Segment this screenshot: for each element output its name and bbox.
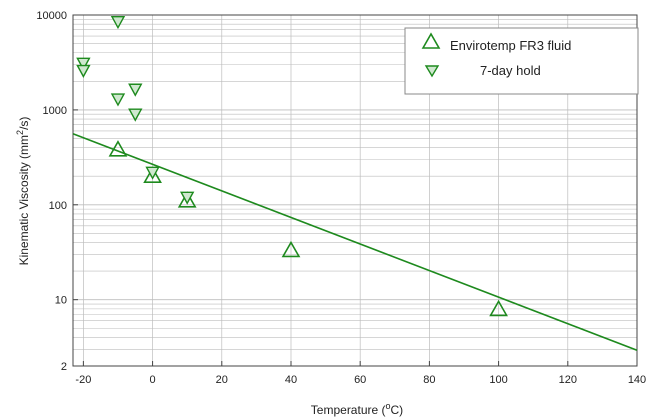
- fr3-data-point: [108, 140, 128, 157]
- x-tick-label: 120: [559, 374, 577, 386]
- legend: Envirotemp FR3 fluid 7-day hold: [404, 27, 639, 95]
- hold-data-point: [76, 57, 91, 71]
- data-points: [76, 15, 508, 317]
- legend-marker-up-triangle: [421, 32, 441, 49]
- y-tick-label: 1000: [43, 105, 67, 117]
- y-tick-label: 100: [49, 200, 67, 212]
- hold-data-point: [76, 64, 91, 78]
- y-axis-title: Kinematic Viscosity (mm2/s): [15, 117, 31, 266]
- fr3-data-point: [281, 240, 301, 258]
- y-tick-label: 10000: [36, 10, 67, 22]
- x-tick-label: 60: [354, 374, 366, 386]
- legend-box: [404, 27, 639, 95]
- fr3-data-point: [177, 191, 197, 208]
- hold-data-point: [180, 191, 195, 205]
- hold-data-point: [110, 15, 126, 30]
- x-tick-label: 40: [285, 374, 297, 386]
- hold-data-point: [110, 93, 126, 107]
- fr3-data-point: [489, 299, 508, 317]
- axes: -20 0 20 40 60 80 100 120 140 2 10 100 1000 10000: [36, 10, 646, 386]
- x-tick-label: 140: [628, 374, 646, 386]
- legend-label-fr3: Envirotemp FR3 fluid: [450, 38, 571, 53]
- fit-lines: [72, 133, 638, 352]
- hold-data-point: [128, 108, 143, 122]
- x-axis-title: Temperature (oC): [311, 401, 403, 417]
- plot-frame: [72, 14, 638, 367]
- hold-data-point: [128, 83, 143, 97]
- y-tick-label: 10: [55, 295, 67, 307]
- hold-data-point: [145, 166, 160, 180]
- x-tick-label: 100: [489, 374, 507, 386]
- fr3-data-point: [143, 166, 162, 184]
- x-tick-label: -20: [75, 374, 91, 386]
- y-tick-label: 2: [61, 361, 67, 373]
- legend-marker-down-triangle: [424, 65, 440, 78]
- x-tick-label: 80: [423, 374, 435, 386]
- x-tick-label: 0: [150, 374, 156, 386]
- fit-line: [72, 133, 638, 352]
- legend-label-7day: 7-day hold: [480, 63, 541, 78]
- x-tick-label: 20: [216, 374, 228, 386]
